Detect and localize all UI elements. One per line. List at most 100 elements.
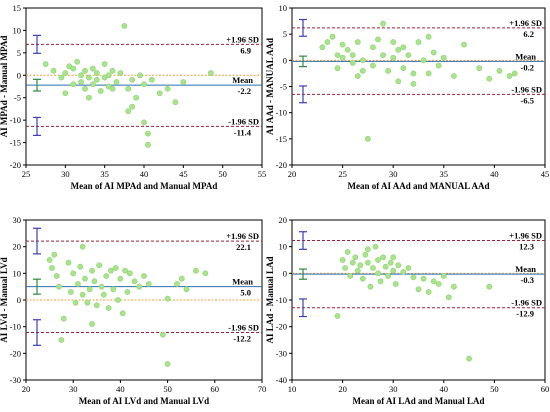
data-point bbox=[395, 46, 402, 53]
y-tick-label: -20 bbox=[10, 348, 21, 358]
lower-loa-value: -12.2 bbox=[233, 334, 251, 344]
data-point bbox=[125, 85, 132, 92]
mean-value: -0.3 bbox=[521, 275, 534, 285]
data-point bbox=[86, 94, 92, 101]
x-tick-label: 40 bbox=[116, 384, 125, 394]
data-point bbox=[145, 141, 151, 148]
data-point bbox=[370, 44, 376, 51]
data-point bbox=[349, 60, 356, 66]
data-point bbox=[430, 49, 437, 56]
data-point bbox=[112, 265, 119, 271]
data-point bbox=[65, 259, 72, 266]
data-point bbox=[53, 273, 60, 279]
x-tick-label: 10 bbox=[288, 384, 297, 394]
mean-ci-bar bbox=[299, 55, 307, 68]
y-tick-label: 30 bbox=[13, 215, 22, 225]
lower-loa-value: -6.5 bbox=[521, 95, 534, 105]
data-point bbox=[425, 70, 432, 77]
y-tick-label: 20 bbox=[279, 215, 288, 225]
y-tick-label: 20 bbox=[13, 242, 22, 252]
data-point bbox=[377, 278, 384, 285]
data-point bbox=[400, 44, 407, 51]
data-point bbox=[84, 299, 91, 306]
x-tick-label: 45 bbox=[179, 169, 188, 179]
y-tick-label: -10 bbox=[276, 295, 287, 305]
data-point bbox=[101, 61, 108, 67]
y-tick-label: 0 bbox=[283, 268, 287, 278]
data-point bbox=[137, 72, 143, 79]
data-point bbox=[344, 46, 351, 53]
y-tick-label: 10 bbox=[279, 242, 288, 252]
data-point bbox=[202, 270, 209, 277]
data-point bbox=[440, 54, 447, 61]
data-point bbox=[79, 243, 86, 250]
y-axis-label: AI LAd - Manual LAd bbox=[265, 256, 275, 343]
data-point bbox=[359, 67, 366, 74]
y-tick-label: -15 bbox=[10, 138, 21, 148]
upper-loa-value: 6.9 bbox=[240, 45, 251, 55]
lower-ci-bar bbox=[299, 85, 307, 104]
data-point bbox=[476, 65, 483, 72]
x-tick-label: 60 bbox=[211, 384, 220, 394]
data-point bbox=[380, 254, 386, 261]
data-point bbox=[364, 135, 371, 142]
data-point bbox=[451, 73, 457, 79]
data-point bbox=[78, 79, 84, 85]
data-point bbox=[77, 263, 84, 270]
data-point bbox=[385, 67, 392, 74]
data-point bbox=[440, 273, 447, 279]
data-point bbox=[51, 251, 58, 258]
data-point bbox=[461, 41, 467, 48]
y-tick-label: -20 bbox=[10, 160, 21, 170]
data-point bbox=[511, 70, 518, 77]
data-point bbox=[359, 275, 366, 282]
data-point bbox=[375, 36, 381, 43]
data-point bbox=[390, 39, 397, 45]
mean-title: Mean bbox=[515, 51, 536, 61]
y-tick-label: -5 bbox=[14, 93, 21, 103]
data-point bbox=[380, 52, 386, 58]
lower-loa-value: -11.4 bbox=[234, 127, 252, 137]
mean-ci-bar bbox=[299, 268, 307, 280]
data-point bbox=[105, 305, 112, 311]
lower-loa-title: -1.96 SD bbox=[228, 116, 259, 126]
data-point bbox=[334, 65, 341, 72]
y-tick-label: 0 bbox=[17, 70, 21, 80]
data-point bbox=[357, 262, 364, 269]
data-point bbox=[121, 23, 128, 29]
data-point bbox=[89, 267, 95, 274]
mean-title: Mean bbox=[232, 277, 253, 287]
data-point bbox=[131, 278, 138, 285]
data-point bbox=[347, 273, 354, 279]
data-point bbox=[126, 270, 133, 277]
upper-loa-value: 6.2 bbox=[523, 29, 534, 39]
x-tick-label: 30 bbox=[61, 169, 70, 179]
data-point bbox=[174, 281, 180, 287]
panel-2: 20 25 30 35 40 45 -20 -15 -10 -5 0 5 10 Mean of AI AA… bbox=[265, 3, 549, 191]
x-tick-label: 35 bbox=[100, 169, 109, 179]
data-point bbox=[56, 283, 62, 290]
data-point bbox=[148, 76, 155, 83]
data-point bbox=[349, 52, 356, 58]
x-tick-label: 70 bbox=[258, 384, 267, 394]
data-point bbox=[103, 273, 110, 279]
upper-ci-bar bbox=[33, 227, 41, 255]
data-point bbox=[359, 57, 366, 64]
data-point bbox=[390, 267, 397, 274]
y-tick-label: 15 bbox=[13, 3, 22, 13]
data-point bbox=[164, 85, 171, 92]
data-point bbox=[117, 70, 124, 76]
y-axis-label: AI LVd - Manual LVd bbox=[0, 257, 9, 342]
x-tick-label: 60 bbox=[541, 384, 550, 394]
panel-1: 25 30 35 40 45 50 55 -20 -15 -10 -5 0 5 10 15 Mean of A… bbox=[0, 3, 266, 191]
data-point bbox=[89, 81, 96, 88]
data-point bbox=[115, 297, 121, 303]
data-point bbox=[172, 99, 179, 106]
data-point bbox=[180, 79, 187, 85]
data-point bbox=[506, 73, 513, 79]
data-point bbox=[58, 74, 65, 81]
x-tick-label: 50 bbox=[218, 169, 227, 179]
data-point bbox=[362, 251, 369, 258]
upper-loa-title: +1.96 SD bbox=[226, 231, 259, 241]
data-point bbox=[70, 65, 77, 72]
